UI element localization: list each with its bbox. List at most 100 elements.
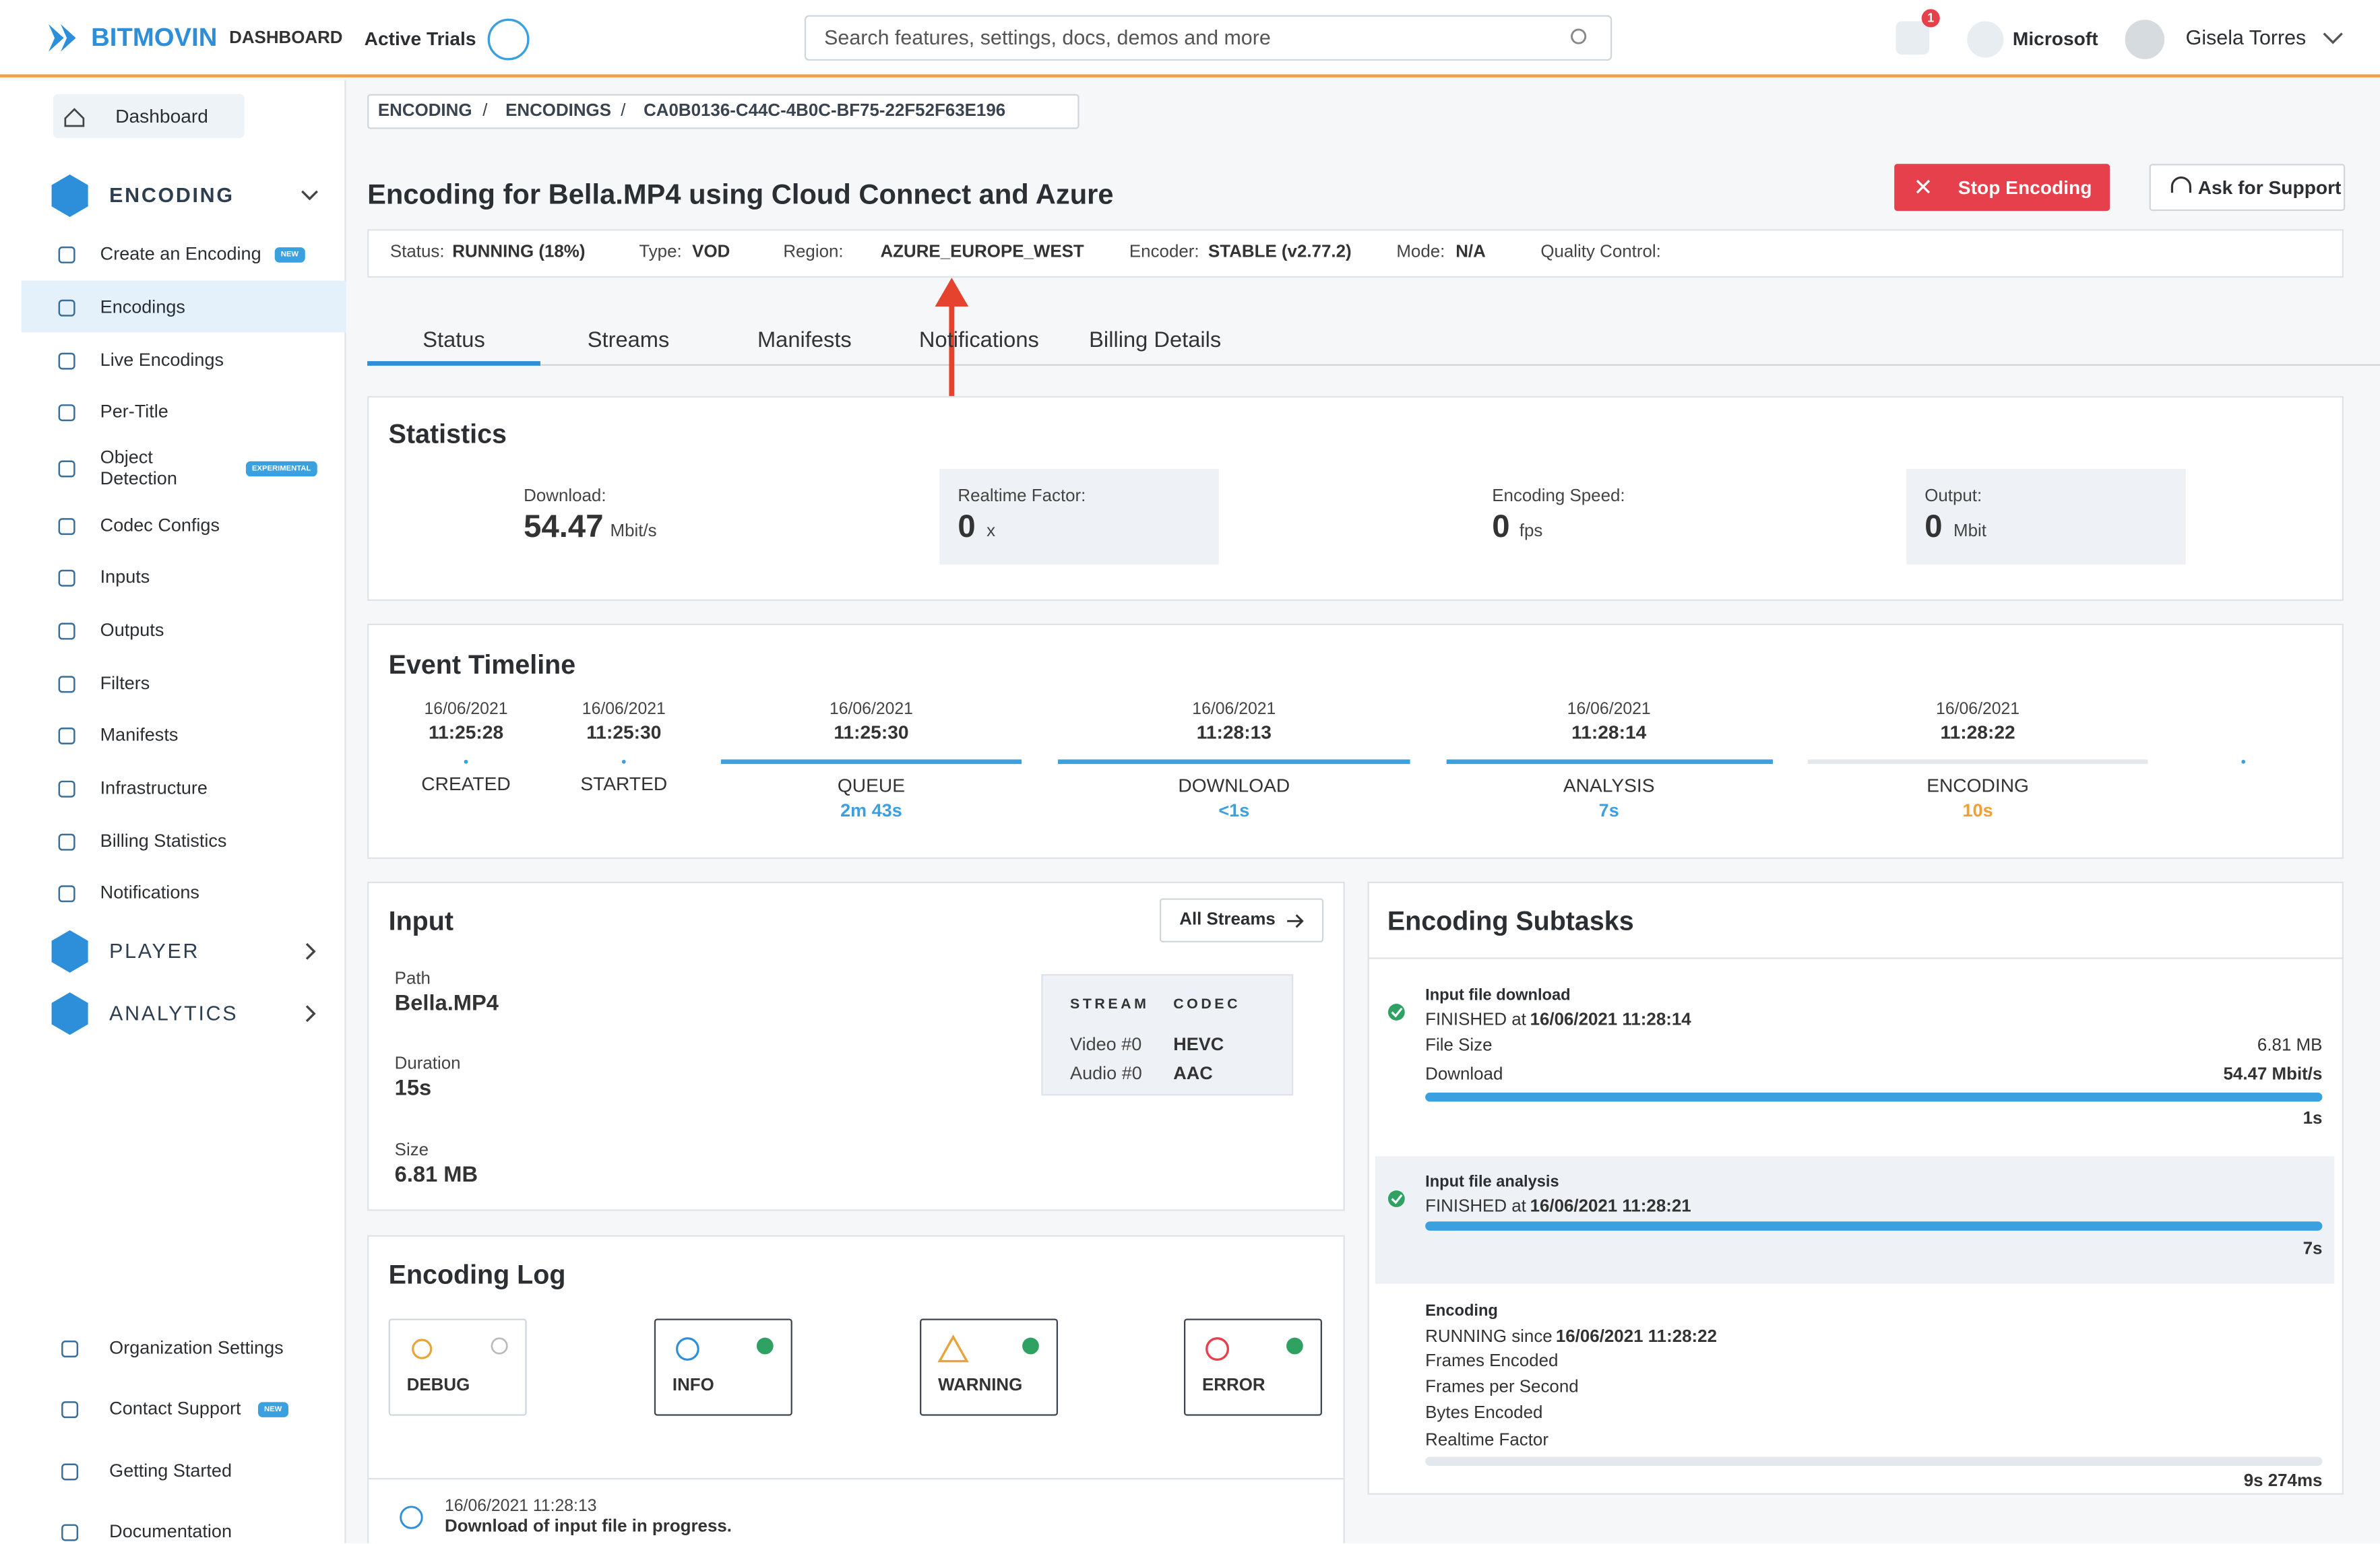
breadcrumb-item: ENCODING	[377, 102, 472, 121]
nav-item: Organization Settings	[109, 1337, 284, 1359]
product-name: DASHBOARD	[229, 29, 343, 48]
card-title: Event Timeline	[388, 649, 576, 680]
event-time: 11:25:28	[428, 721, 504, 744]
nav-icon	[58, 246, 75, 263]
trials-icon[interactable]	[487, 18, 530, 61]
log-filter[interactable]	[1183, 1318, 1322, 1416]
nav-item: Contact Support	[109, 1397, 241, 1419]
log-message: Download of input file in progress.	[444, 1518, 732, 1537]
badge: NEW	[257, 1402, 288, 1417]
log-icons	[400, 1334, 1303, 1529]
breadcrumb-item: CA0B0136-C44C-4B0C-BF75-22F52F63E196	[644, 102, 1006, 121]
breadcrumb-separator: /	[482, 102, 488, 121]
stat-unit: fps	[1519, 522, 1543, 541]
stat-unit: x	[987, 522, 996, 541]
tab[interactable]: Notifications	[918, 329, 1039, 354]
all-streams-button[interactable]	[1159, 898, 1324, 942]
subtask-duration: 7s	[2303, 1240, 2323, 1259]
event-label: STARTED	[580, 773, 668, 795]
search-box[interactable]	[804, 15, 1612, 61]
metric-label: Realtime Factor	[1425, 1432, 1548, 1450]
log-filter[interactable]	[388, 1318, 527, 1416]
user-name: Gisela Torres	[2185, 26, 2307, 49]
card-title: Input	[388, 905, 453, 936]
field-value: 15s	[394, 1076, 432, 1101]
subtask-name: Input file analysis	[1425, 1173, 1559, 1192]
field-label: Duration	[394, 1055, 461, 1074]
subtask-time: 16/06/2021 11:28:22	[1555, 1328, 1717, 1347]
card-title: Encoding Subtasks	[1387, 905, 1634, 936]
status-value: N/A	[1455, 243, 1486, 262]
breadcrumb-box	[367, 94, 1079, 129]
tab[interactable]: Status	[422, 329, 485, 354]
chevron[interactable]	[301, 190, 318, 201]
event-time: 11:28:22	[1940, 721, 2015, 744]
table-cell: Audio #0	[1070, 1062, 1142, 1084]
chevron[interactable]	[305, 942, 316, 960]
table-cell: Video #0	[1070, 1033, 1142, 1055]
chevron[interactable]	[305, 1005, 316, 1023]
event-duration: 7s	[1598, 800, 1619, 821]
analytics-icon	[51, 992, 88, 1035]
metric-value: 6.81 MB	[2257, 1037, 2323, 1056]
event-date: 16/06/2021	[1936, 700, 2020, 719]
field-label: Path	[394, 970, 431, 989]
event-time: 11:25:30	[586, 721, 662, 744]
support-button[interactable]	[2149, 164, 2346, 212]
stat-value: 54.47	[524, 509, 604, 545]
field-value: Bella.MP4	[394, 992, 499, 1017]
metric-label: Frames per Second	[1425, 1378, 1579, 1397]
log-filter[interactable]	[654, 1318, 792, 1416]
metric-label: File Size	[1425, 1037, 1493, 1056]
timeline-card	[367, 623, 2344, 859]
annotation-arrow	[935, 278, 969, 396]
nav-icon	[58, 885, 75, 903]
subtask-bars	[1387, 1004, 2323, 1466]
user-menu-chevron[interactable]	[2323, 32, 2343, 44]
nav-section: ENCODING	[109, 184, 234, 207]
tab[interactable]: Billing Details	[1089, 329, 1222, 354]
notifications-icon[interactable]	[1896, 21, 1929, 55]
encoding-icon	[51, 174, 88, 218]
subtask-name: Input file download	[1425, 986, 1571, 1005]
event-date: 16/06/2021	[1192, 700, 1276, 719]
timeline-bars	[464, 759, 2246, 765]
notification-badge	[1921, 9, 1940, 28]
stat-box	[1906, 469, 2186, 565]
subtask-time: 16/06/2021 11:28:14	[1530, 1011, 1691, 1030]
notification-count: 1	[1927, 11, 1935, 25]
stat-label: Realtime Factor:	[958, 487, 1086, 506]
subtask-time: 16/06/2021 11:28:21	[1530, 1198, 1691, 1217]
nav-icon	[58, 460, 75, 478]
nav-item: Filters	[100, 672, 150, 694]
subtask-highlight	[1375, 1156, 2335, 1284]
stop-button[interactable]	[1894, 164, 2110, 212]
event-date: 16/06/2021	[582, 700, 666, 719]
tab[interactable]: Streams	[587, 329, 670, 354]
page-title: Encoding for Bella.MP4 using Cloud Conne…	[367, 178, 1114, 210]
logo-mark	[49, 24, 76, 52]
arrow-icon	[1287, 914, 1304, 928]
badge: NEW	[274, 247, 305, 263]
nav-item: Inputs	[100, 566, 150, 587]
status-label: Type:	[639, 243, 682, 262]
nav-item: Infrastructure	[100, 777, 208, 799]
streams-table	[1041, 974, 1294, 1096]
tab-divider	[367, 364, 2380, 366]
log-filter[interactable]	[920, 1318, 1059, 1416]
avatar[interactable]	[2125, 20, 2165, 59]
headset-icon	[2170, 176, 2192, 193]
stat-unit: Mbit/s	[610, 522, 657, 541]
button-label: All Streams	[1179, 911, 1276, 930]
dashboard-link-bg[interactable]	[53, 94, 245, 138]
active-tab-underline	[367, 361, 540, 366]
subtask-status: RUNNING since	[1425, 1328, 1553, 1347]
nav-item: Manifests	[100, 723, 179, 746]
logo: BITMOVIN	[91, 23, 218, 53]
nav-item: Create an Encoding	[100, 243, 261, 265]
event-time: 11:28:13	[1196, 721, 1272, 744]
tab[interactable]: Manifests	[757, 329, 852, 354]
event-label: CREATED	[421, 773, 511, 795]
